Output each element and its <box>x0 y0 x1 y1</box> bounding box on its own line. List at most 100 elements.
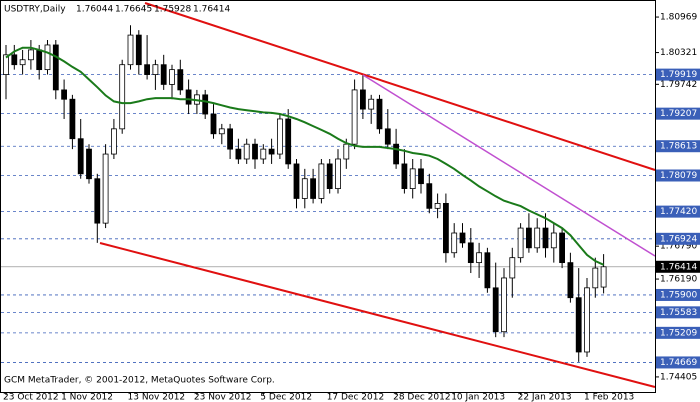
candle-body <box>509 257 516 279</box>
candle-body <box>61 89 67 100</box>
candle-body <box>351 89 358 145</box>
candle-body <box>285 118 292 165</box>
x-tick-label: 1 Nov 2012 <box>61 393 113 402</box>
ohlc-high: 1.76645 <box>115 5 152 15</box>
candle-body <box>169 69 175 85</box>
candle-body <box>185 89 192 105</box>
x-tick-label: 28 Dec 2012 <box>393 393 451 402</box>
current-price-box <box>656 260 700 273</box>
level-box <box>656 326 700 339</box>
candle-body <box>442 203 449 254</box>
trend-line <box>144 2 656 171</box>
copyright: GCM MetaTrader, © 2001-2012, MetaQuotes … <box>4 376 275 386</box>
x-tick-label: 5 Dec 2012 <box>260 393 312 402</box>
candle-body <box>310 178 317 199</box>
candle-body <box>467 242 474 264</box>
candle-body <box>94 178 101 224</box>
candle-body <box>534 227 541 249</box>
level-box <box>656 169 700 182</box>
candle-body <box>343 143 350 160</box>
y-tick-label: 1.80321 <box>660 48 697 58</box>
x-tick-label: 17 Dec 2012 <box>327 393 385 402</box>
candle-body <box>111 128 117 155</box>
candle-body <box>542 227 549 249</box>
candle-body <box>86 148 92 180</box>
candle-body <box>160 64 167 85</box>
candle-body <box>135 34 142 66</box>
candle-body <box>384 128 391 145</box>
candle-body <box>152 64 159 75</box>
level-box <box>656 306 700 319</box>
ohlc-low: 1.75928 <box>154 5 191 15</box>
candle-body <box>426 183 433 209</box>
candle-body <box>600 266 607 288</box>
plot <box>1 25 655 363</box>
trend-line <box>99 242 656 388</box>
candle-body <box>401 163 408 189</box>
candle-body <box>418 168 424 185</box>
candle-body <box>567 262 574 299</box>
candle-body <box>268 148 275 155</box>
level-label: 1.76924 <box>660 234 697 244</box>
x-tick-label: 1 Feb 2013 <box>584 393 634 402</box>
level-label: 1.77420 <box>660 207 697 217</box>
candle-body <box>492 287 499 333</box>
current-price-label: 1.76414 <box>660 262 697 272</box>
level-label: 1.75209 <box>660 328 697 338</box>
candle-body <box>52 44 59 91</box>
candle-body <box>459 232 466 244</box>
candle-body <box>293 163 300 199</box>
candle-body <box>326 163 333 189</box>
trend-line <box>362 74 656 257</box>
x-tick-label: 13 Nov 2012 <box>128 393 186 402</box>
candle-body <box>526 227 532 249</box>
plot-frame <box>0 0 656 393</box>
candle-body <box>393 143 400 165</box>
candle-body <box>376 98 383 130</box>
y-tick-label: 1.76790 <box>660 242 697 252</box>
candle-body <box>318 163 325 199</box>
candle-body <box>276 118 283 155</box>
ohlc-close: 1.76414 <box>193 5 230 15</box>
candle-body <box>3 54 9 75</box>
ohlc-open: 1.76044 <box>76 5 113 15</box>
level-label: 1.79919 <box>660 70 697 80</box>
y-tick-label: 1.76190 <box>660 275 697 285</box>
candle-body <box>11 54 18 66</box>
candle-body <box>36 49 43 71</box>
candle-body <box>260 148 267 160</box>
candle-body <box>484 252 491 289</box>
candle-body <box>359 89 366 110</box>
candle-body <box>19 59 26 66</box>
candle-body <box>102 153 109 224</box>
candle-body <box>69 98 76 140</box>
candle-body <box>227 128 234 150</box>
level-box <box>656 205 700 218</box>
level-label: 1.79207 <box>660 109 697 119</box>
candle-body <box>517 227 524 259</box>
x-tick-label: 10 Jan 2013 <box>451 393 505 402</box>
candle-body <box>210 113 217 135</box>
candle-body <box>77 138 84 175</box>
candle-body <box>476 252 483 264</box>
candle-body <box>235 148 242 160</box>
candle-body <box>592 267 599 289</box>
candle-body <box>575 297 582 353</box>
level-label: 1.78079 <box>660 171 697 181</box>
level-box <box>656 68 700 81</box>
candle-body <box>301 178 308 199</box>
level-label: 1.78613 <box>660 142 697 152</box>
candle-body <box>335 158 341 189</box>
candle-body <box>127 34 134 66</box>
level-label: 1.75900 <box>660 290 697 300</box>
candle-body <box>252 143 258 160</box>
level-box <box>656 288 700 301</box>
candle-body <box>368 98 375 110</box>
x-tick-label: 23 Nov 2012 <box>194 393 252 402</box>
candle-body <box>202 94 209 115</box>
level-box <box>656 356 700 369</box>
candle-body <box>144 64 151 75</box>
candle-body <box>434 203 441 209</box>
